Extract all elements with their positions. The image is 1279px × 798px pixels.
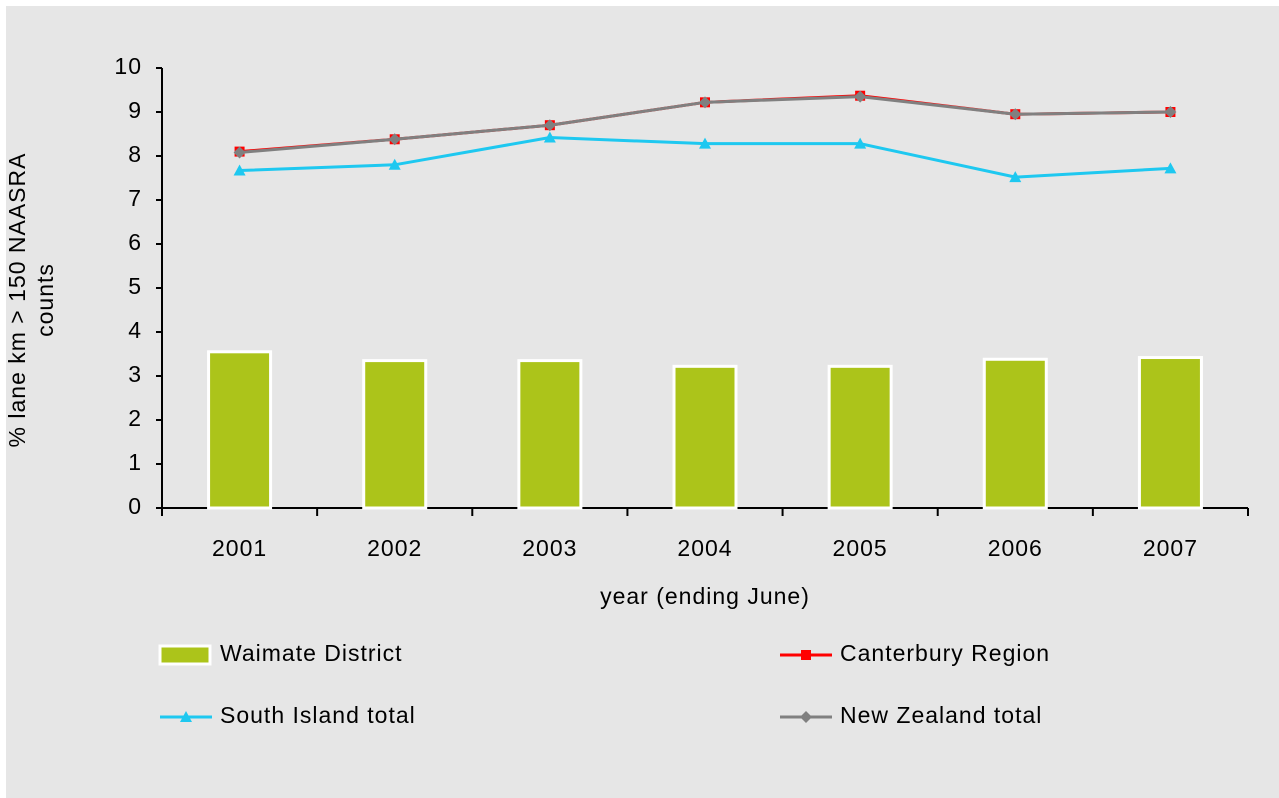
x-tick-label: 2005 [833,535,888,561]
legend-label: Canterbury Region [840,640,1050,666]
y-tick-label: 3 [128,361,142,387]
legend-label: Waimate District [220,640,403,666]
bar [207,350,273,510]
marker [1009,108,1022,121]
legend-label: New Zealand total [840,702,1042,728]
x-axis-title: year (ending June) [600,583,810,609]
bar [1137,356,1203,510]
marker [699,137,711,149]
bar [672,364,738,510]
x-tick-label: 2002 [367,535,422,561]
y-tick-label: 8 [128,141,142,167]
marker [854,137,867,149]
y-tick-label: 0 [128,493,142,519]
y-tick-label: 10 [114,53,142,79]
bar [982,357,1048,510]
x-tick-label: 2001 [212,535,267,561]
bar [827,364,893,510]
y-tick-label: 9 [128,97,142,123]
x-tick-label: 2007 [1143,535,1198,561]
y-tick-label: 6 [128,229,142,255]
y-tick-label: 1 [128,449,142,475]
legend-swatch [158,644,212,666]
marker [1164,106,1177,118]
x-tick-label: 2003 [522,535,577,561]
legend-marker [801,650,811,660]
x-tick-label: 2006 [988,535,1043,561]
marker [1164,162,1177,174]
marker [1009,171,1022,183]
y-tick-label: 7 [128,185,142,211]
legend-marker [800,711,812,723]
y-tick-label: 4 [128,317,142,343]
marker [543,119,556,132]
bar [517,359,583,510]
y-axis-title: % lane km > 150 NAASRA counts [4,152,58,448]
bar [362,359,428,510]
marker [388,158,401,170]
legend-marker [180,711,192,722]
marker [233,164,246,176]
chart-background [6,6,1279,798]
y-tick-label: 5 [128,273,142,299]
legend-label: South Island total [220,702,416,728]
y-tick-label: 2 [128,405,142,431]
x-tick-label: 2004 [677,535,732,561]
marker [854,90,867,103]
marker [388,133,401,146]
marker [233,146,246,159]
marker [543,131,556,143]
marker [699,96,711,109]
